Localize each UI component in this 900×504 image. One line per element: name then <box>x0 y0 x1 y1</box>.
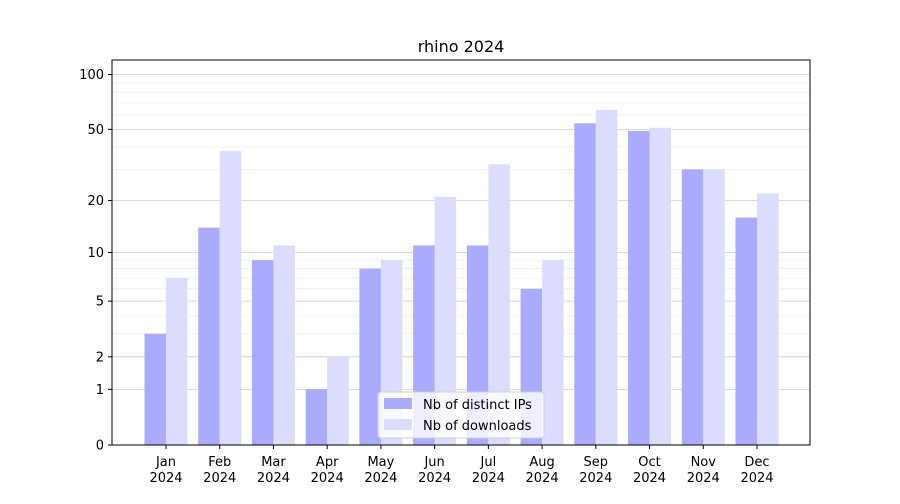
x-tick-label-month: May <box>367 455 394 470</box>
legend-swatch <box>384 419 412 430</box>
x-tick-label-month: Dec <box>744 455 769 470</box>
y-tick-label: 1 <box>96 383 104 398</box>
x-tick-label-month: Mar <box>261 455 286 470</box>
legend: Nb of distinct IPs Nb of downloads <box>377 391 545 439</box>
y-tick-label: 5 <box>96 295 104 310</box>
bar-downloads <box>434 196 457 445</box>
x-tick-label-month: Jan <box>155 455 176 470</box>
x-tick-label-year: 2024 <box>740 471 773 486</box>
x-tick-label-year: 2024 <box>579 471 612 486</box>
y-tick-label: 10 <box>87 246 104 261</box>
axes-layer: 0125102050100Jan2024Feb2024Mar2024Apr202… <box>79 59 811 486</box>
x-tick-label-year: 2024 <box>311 471 344 486</box>
x-tick-label-year: 2024 <box>257 471 290 486</box>
x-tick-label-month: Feb <box>208 455 231 470</box>
bar-downloads <box>327 356 349 445</box>
x-tick-label-month: Nov <box>691 455 717 470</box>
x-tick-label-year: 2024 <box>203 471 236 486</box>
bar-distinct-ips <box>681 169 704 445</box>
x-tick-label-year: 2024 <box>687 471 720 486</box>
bar-distinct-ips <box>144 333 166 445</box>
x-tick-label-month: Oct <box>638 455 660 470</box>
x-tick-label-month: Apr <box>316 455 339 470</box>
legend-label: Nb of downloads <box>423 419 532 434</box>
y-tick-label: 20 <box>87 194 104 209</box>
bar-distinct-ips <box>359 268 381 445</box>
x-tick-label-year: 2024 <box>418 471 451 486</box>
x-tick-label-month: Jun <box>423 455 444 470</box>
bar-distinct-ips <box>251 260 274 445</box>
legend-box <box>377 391 545 439</box>
bar-distinct-ips <box>735 217 757 445</box>
x-tick-label-year: 2024 <box>633 471 666 486</box>
bar-downloads <box>649 127 672 446</box>
x-tick-label-year: 2024 <box>364 471 397 486</box>
x-tick-label-year: 2024 <box>526 471 559 486</box>
legend-label: Nb of distinct IPs <box>423 398 532 413</box>
bar-downloads <box>542 260 564 445</box>
y-tick-label: 50 <box>87 123 104 138</box>
bar-distinct-ips <box>628 130 650 445</box>
bar-downloads <box>166 278 188 445</box>
bar-downloads <box>219 150 242 445</box>
x-tick-label-month: Jul <box>480 455 497 470</box>
bar-downloads <box>757 193 779 445</box>
bar-downloads <box>273 245 295 445</box>
bar-downloads <box>595 109 618 445</box>
bar-distinct-ips <box>305 389 328 445</box>
bar-downloads <box>703 169 725 445</box>
x-tick-label-month: Aug <box>529 455 554 470</box>
x-tick-label-year: 2024 <box>149 471 182 486</box>
x-tick-label-year: 2024 <box>472 471 505 486</box>
y-tick-label: 100 <box>79 68 104 83</box>
bar-distinct-ips <box>198 227 220 445</box>
bar-distinct-ips <box>574 123 596 445</box>
y-tick-label: 0 <box>96 439 104 454</box>
bar-downloads <box>488 164 510 445</box>
y-tick-label: 2 <box>96 350 104 365</box>
legend-swatch <box>384 398 412 409</box>
x-tick-label-month: Sep <box>584 455 609 470</box>
chart-title: rhino 2024 <box>418 37 505 56</box>
